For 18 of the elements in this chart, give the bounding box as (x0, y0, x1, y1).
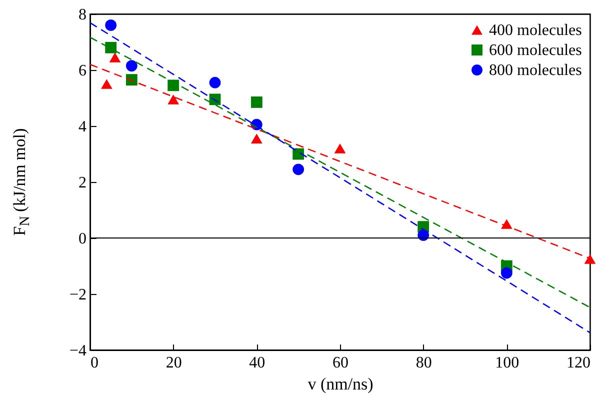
legend-label: 400 molecules (489, 22, 582, 39)
y-tick-label: 4 (78, 118, 86, 136)
x-tick-label: 80 (416, 354, 432, 372)
x-tick-label: 40 (249, 354, 266, 372)
x-tick-label: 100 (495, 354, 520, 372)
y-tick-label: −2 (69, 286, 86, 304)
y-tick-label: 6 (78, 62, 86, 80)
y-tick-label: −4 (69, 342, 86, 360)
y-tick-label: 2 (78, 174, 86, 192)
x-tick-label: 20 (166, 354, 182, 372)
x-tick-label: 60 (332, 354, 348, 372)
legend-label: 600 molecules (489, 42, 582, 59)
y-tick-label: 8 (78, 6, 86, 24)
x-tick-label: 120 (566, 354, 590, 372)
x-axis-title: v (nm/ns) (308, 374, 374, 394)
legend-label: 800 molecules (489, 62, 582, 79)
x-tick-label: 0 (90, 354, 98, 372)
y-tick-label: 0 (78, 230, 86, 248)
